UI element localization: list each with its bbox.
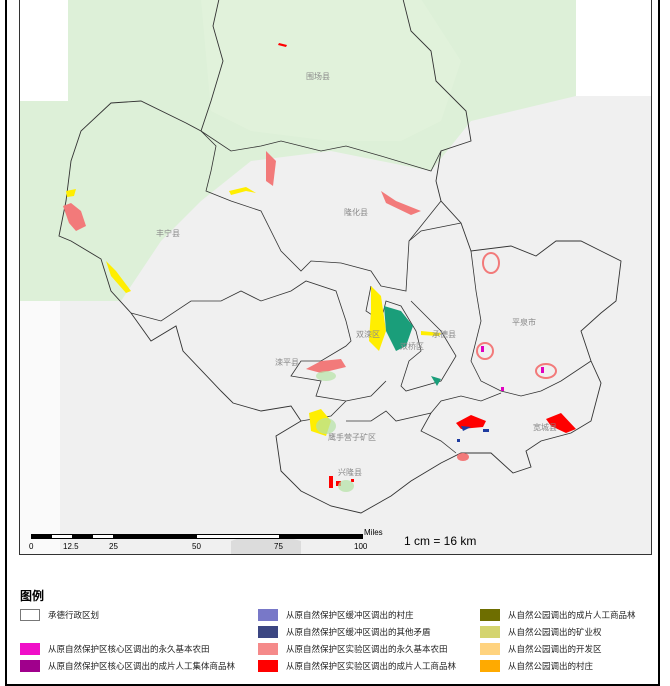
hillshade-shadow: [231, 535, 301, 554]
scale-ratio: 1 cm = 16 km: [404, 534, 477, 548]
legend-swatch: [480, 609, 500, 621]
county-label-xinglong: 兴隆县: [338, 468, 362, 477]
legend-item: 从原自然保护区核心区调出的成片人工集体商品林: [20, 659, 235, 673]
scale-unit: Miles: [364, 528, 383, 537]
district-boundary: [200, 130, 442, 172]
county-label-shuangluan: 双滦区: [356, 330, 380, 339]
no-data-area: [20, 0, 68, 101]
legend-item: 从原自然保护区实验区调出的永久基本农田: [258, 642, 448, 656]
legend-swatch: [258, 609, 278, 621]
scale-tick: 50: [192, 542, 201, 551]
scale-bar: [31, 534, 363, 539]
county-label-pingquan: 平泉市: [512, 318, 536, 327]
legend-item: 从自然公园调出的成片人工商品林: [480, 608, 636, 622]
map-canvas: [20, 0, 651, 554]
legend-title: 图例: [20, 589, 45, 603]
legend-swatch: [20, 609, 40, 621]
legend-item: 从原自然保护区实验区调出的成片人工商品林: [258, 659, 456, 673]
patches-magenta: [481, 346, 544, 391]
district-boundary: [408, 222, 592, 397]
legend-swatch: [20, 660, 40, 672]
legend-label: 从原自然保护区核心区调出的成片人工集体商品林: [48, 662, 236, 672]
county-label-yingshouyingzi: 鹰手营子矿区: [328, 433, 376, 442]
scale-tick: 12.5: [63, 542, 79, 551]
legend-swatch: [258, 643, 278, 655]
county-label-weichang: 围场县: [306, 72, 330, 81]
scale-tick: 100: [354, 542, 368, 551]
legend-swatch: [480, 660, 500, 672]
legend-swatch: [480, 643, 500, 655]
county-label-longhua: 隆化县: [344, 208, 368, 217]
legend-item: 从原自然保护区缓冲区调出的其他矛盾: [258, 625, 431, 639]
legend-label: 从自然公园调出的矿业权: [508, 628, 602, 638]
legend-item: 从自然公园调出的开发区: [480, 642, 602, 656]
patches-salmon: [63, 151, 557, 461]
legend-label: 从原自然保护区实验区调出的成片人工商品林: [286, 662, 457, 672]
legend-label: 承德行政区划: [48, 611, 100, 621]
legend-swatch: [258, 660, 278, 672]
forest-green-area: [201, 0, 461, 141]
legend-swatch: [258, 626, 278, 638]
patches-red: [278, 43, 576, 488]
legend-label: 从原自然保护区缓冲区调出的村庄: [286, 611, 414, 621]
district-boundary: [200, 130, 442, 292]
map-frame[interactable]: 围场县 丰宁县 隆化县 双滦区 承德县 双桥区 平泉市 滦平县 鹰手营子矿区 宽…: [19, 0, 652, 555]
county-label-kuancheng: 宽城县: [533, 423, 557, 432]
legend-swatch: [20, 643, 40, 655]
legend-item: 从自然公园调出的矿业权: [480, 625, 602, 639]
legend-label: 从原自然保护区实验区调出的永久基本农田: [286, 645, 448, 655]
patches-teal: [384, 306, 441, 386]
county-label-chengde: 承德县: [432, 330, 456, 339]
district-boundary: [130, 280, 387, 402]
legend-item-admin-boundary: 承德行政区划: [20, 608, 99, 622]
scale-tick: 0: [29, 542, 34, 551]
legend-label: 从原自然保护区核心区调出的永久基本农田: [48, 645, 210, 655]
legend-item: 从自然公园调出的村庄: [480, 659, 593, 673]
no-data-area: [20, 301, 60, 554]
legend-label: 从自然公园调出的成片人工商品林: [508, 611, 636, 621]
patches-lightgreen: [316, 371, 354, 492]
no-data-area: [576, 0, 651, 96]
scale-tick: 25: [109, 542, 118, 551]
county-label-shuangqiao: 双桥区: [400, 342, 424, 351]
scale-tick: 75: [274, 542, 283, 551]
legend-swatch: [480, 626, 500, 638]
patches-blue: [457, 426, 489, 442]
legend-label: 从自然公园调出的开发区: [508, 645, 602, 655]
legend-item: 从原自然保护区核心区调出的永久基本农田: [20, 642, 210, 656]
county-label-fengning: 丰宁县: [156, 229, 180, 238]
legend-label: 从自然公园调出的村庄: [508, 662, 594, 672]
legend-label: 从原自然保护区缓冲区调出的其他矛盾: [286, 628, 431, 638]
legend-item: 从原自然保护区缓冲区调出的村庄: [258, 608, 414, 622]
county-label-luanping: 滦平县: [275, 358, 299, 367]
